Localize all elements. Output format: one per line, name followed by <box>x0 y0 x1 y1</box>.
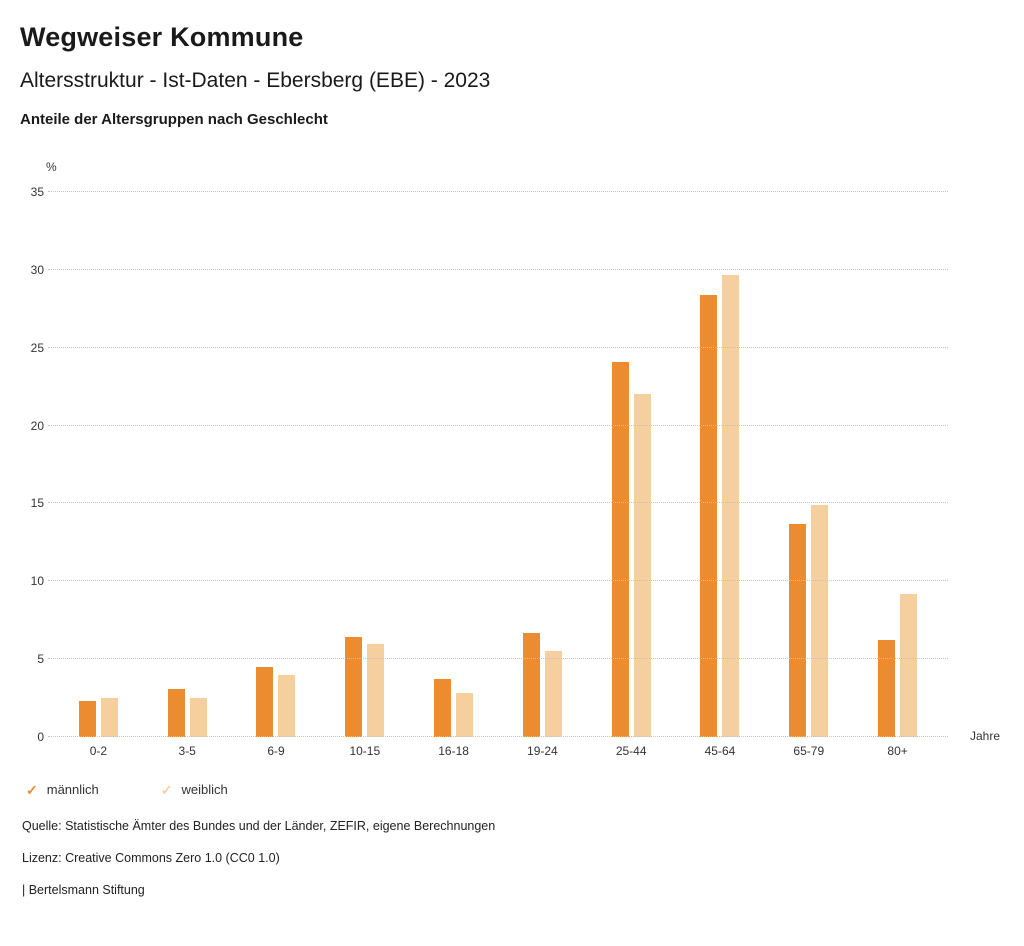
x-axis-labels: 0-2 3-5 6-9 10-15 16-18 19-24 25-44 45-64 65-79 8… <box>48 744 948 758</box>
bar-männlich-65-79 <box>789 523 807 737</box>
chart-title: Altersstruktur - Ist-Daten - Ebersberg (… <box>20 69 491 92</box>
bar-group-cell <box>587 192 676 737</box>
bar-group-25-44 <box>611 192 651 737</box>
bar-männlich-80+ <box>878 640 896 737</box>
checkmark-icon: ✓ <box>26 781 38 798</box>
bar-weiblich-16-18 <box>456 693 474 737</box>
bar-group-cell <box>498 192 587 737</box>
gridline <box>48 736 948 737</box>
bar-group-cell <box>764 192 853 737</box>
bar-männlich-10-15 <box>345 637 363 737</box>
gridline <box>48 191 948 192</box>
bar-männlich-6-9 <box>256 666 274 737</box>
bar-group-cell <box>320 192 409 737</box>
attribution-note: | Bertelsmann Stiftung <box>22 883 145 897</box>
bar-männlich-25-44 <box>611 361 629 737</box>
chart-subtitle: Anteile der Altersgruppen nach Geschlech… <box>20 111 328 128</box>
gridline <box>48 502 948 504</box>
bar-group-19-24 <box>522 192 562 737</box>
gridline <box>48 268 948 270</box>
gridline <box>48 658 948 660</box>
x-tick-label: 16-18 <box>438 744 469 758</box>
bars-area <box>48 192 948 737</box>
bar-group-16-18 <box>434 192 474 737</box>
legend-item-männlich: ✓ männlich <box>26 782 99 797</box>
y-tick-label: 35 <box>30 185 44 199</box>
gridline <box>48 424 948 426</box>
bar-group-10-15 <box>345 192 385 737</box>
y-tick-label: 30 <box>30 262 44 277</box>
y-tick-label: 20 <box>30 418 44 433</box>
bar-weiblich-80+ <box>900 593 918 737</box>
bar-weiblich-10-15 <box>367 643 385 737</box>
gridline <box>48 346 948 348</box>
y-tick-label: 25 <box>30 340 44 355</box>
x-tick-label: 10-15 <box>349 744 381 758</box>
legend-label: weiblich <box>181 782 228 797</box>
x-tick-label: 25-44 <box>615 744 647 758</box>
bar-weiblich-45-64 <box>722 274 740 737</box>
x-axis-unit-label: Jahre <box>969 729 1000 743</box>
bar-group-80+ <box>878 192 918 737</box>
bar-group-cell <box>232 192 321 737</box>
gridline <box>48 580 948 582</box>
bar-group-0-2 <box>78 192 118 737</box>
bar-männlich-16-18 <box>434 679 452 737</box>
bar-group-cell <box>409 192 498 737</box>
checkmark-icon: ✓ <box>160 781 173 798</box>
bar-weiblich-0-2 <box>100 698 118 737</box>
bar-group-cell <box>143 192 232 737</box>
bar-männlich-0-2 <box>78 701 96 737</box>
x-tick-label: 3-5 <box>178 744 196 758</box>
y-axis-unit-label: % <box>46 160 57 174</box>
x-tick-label: 0-2 <box>89 744 108 758</box>
footer: Quelle: Statistische Ämter des Bundes un… <box>22 819 1004 897</box>
y-tick-label: 10 <box>30 574 44 589</box>
x-tick-label: 80+ <box>887 744 908 758</box>
legend-item-weiblich: ✓ weiblich <box>161 782 228 797</box>
bar-weiblich-65-79 <box>811 505 829 737</box>
y-tick-label: 5 <box>37 652 44 667</box>
bar-weiblich-19-24 <box>544 651 562 737</box>
bar-group-6-9 <box>256 192 296 737</box>
bar-männlich-45-64 <box>700 294 718 737</box>
chart-legend: ✓ männlich ✓ weiblich <box>26 782 1004 797</box>
license-note: Lizenz: Creative Commons Zero 1.0 (CC0 1… <box>22 851 280 865</box>
x-tick-label: 45-64 <box>704 744 736 758</box>
bar-männlich-19-24 <box>522 632 540 737</box>
bar-weiblich-25-44 <box>633 394 651 737</box>
x-tick-label: 6-9 <box>267 744 285 758</box>
bar-group-cell <box>54 192 143 737</box>
bar-group-45-64 <box>700 192 740 737</box>
x-tick-label: 19-24 <box>527 744 558 758</box>
bar-group-3-5 <box>167 192 207 737</box>
bar-group-65-79 <box>789 192 829 737</box>
source-note: Quelle: Statistische Ämter des Bundes un… <box>22 819 496 833</box>
x-tick-label: 65-79 <box>793 744 825 758</box>
y-tick-label: 0 <box>37 730 44 744</box>
bar-weiblich-3-5 <box>189 698 207 737</box>
bar-group-cell <box>853 192 942 737</box>
bar-group-cell <box>676 192 765 737</box>
y-tick-label: 15 <box>30 496 44 511</box>
bar-chart: % Jahre 0 5 10 15 20 25 30 35 <box>31 160 1000 743</box>
bar-männlich-3-5 <box>167 688 185 737</box>
bar-weiblich-6-9 <box>278 674 296 737</box>
legend-label: männlich <box>46 782 99 797</box>
page-title: Wegweiser Kommune <box>20 22 304 52</box>
